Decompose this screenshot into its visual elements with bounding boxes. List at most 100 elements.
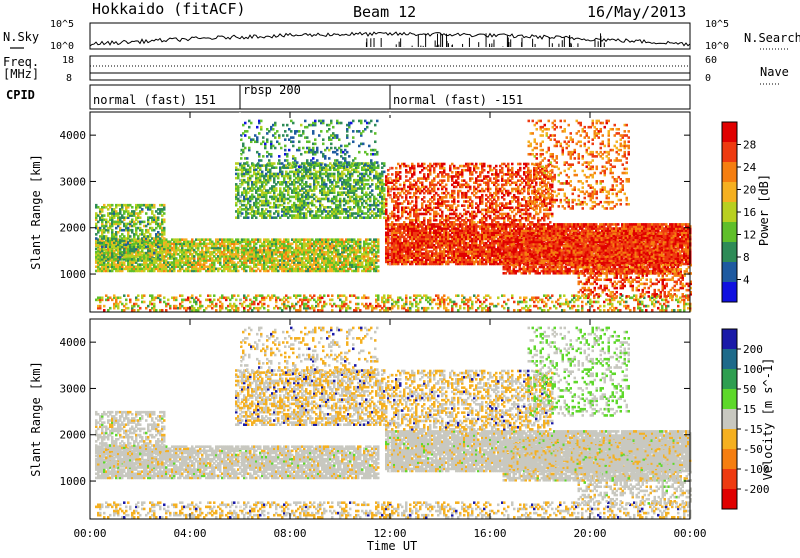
power-cell (298, 130, 301, 133)
power-cell (292, 136, 295, 139)
power-cell (359, 238, 362, 241)
nsky-tick-bottom: 10^0 (50, 41, 74, 52)
power-cell (370, 130, 373, 133)
power-cell (324, 163, 327, 166)
power-cell (269, 210, 272, 213)
power-cell (163, 212, 166, 215)
power-cell (260, 120, 263, 123)
power-cell (330, 147, 333, 150)
power-cell (240, 157, 243, 160)
power-cell (332, 126, 335, 129)
power-cell (278, 155, 281, 158)
power-cell (258, 153, 261, 156)
nave-tick-top: 60 (705, 55, 717, 66)
beam-title: Beam 12 (353, 3, 416, 21)
power-cell (296, 161, 299, 164)
power-cell (383, 187, 386, 190)
power-cell (328, 128, 331, 131)
power-cell (289, 175, 292, 178)
power-cell (304, 120, 307, 123)
power-cell (248, 147, 251, 150)
cpid-segment-label: normal (fast) -151 (393, 93, 523, 107)
power-cell (250, 122, 253, 125)
power-cell (274, 136, 277, 139)
power-cell (258, 132, 261, 135)
power-cell (286, 134, 289, 137)
power-cell (352, 136, 355, 139)
power-cell (294, 157, 297, 160)
date-title: 16/May/2013 (587, 3, 686, 21)
cpid-segment-label: rbsp 200 (243, 83, 301, 97)
nsky-trace (90, 32, 690, 47)
power-cell (374, 124, 377, 127)
power-cell (340, 145, 343, 148)
power-cell (283, 193, 286, 196)
power-cell (149, 258, 152, 261)
power-cell (259, 238, 262, 241)
power-cell (286, 124, 289, 127)
power-cell (145, 212, 148, 215)
power-cell (241, 212, 244, 215)
power-cell (383, 171, 386, 174)
power-cell (377, 164, 380, 167)
power-cell (300, 124, 303, 127)
power-cell (352, 130, 355, 133)
power-cell (350, 165, 353, 168)
power-cell (269, 202, 272, 205)
power-cell (246, 161, 249, 164)
power-cell (289, 200, 292, 203)
nsky-tick-top: 10^5 (50, 19, 74, 30)
power-cell (284, 149, 287, 152)
power-cell (314, 143, 317, 146)
power-cell (287, 238, 290, 241)
power-cell (266, 138, 269, 141)
power-cell (151, 210, 154, 213)
power-cell (370, 120, 373, 123)
power-cell (274, 122, 277, 125)
power-cell (273, 162, 276, 165)
nsky-line (90, 32, 690, 46)
freq-panel (90, 56, 690, 80)
power-cell (279, 187, 282, 190)
nsearch-tick-top: 10^5 (705, 19, 729, 30)
power-cell (376, 151, 379, 154)
power-cell (131, 206, 134, 209)
nave-label: Nave (760, 65, 789, 79)
power-cell (320, 130, 323, 133)
power-cell (370, 159, 373, 162)
power-cell (288, 163, 291, 166)
power-cell (141, 229, 144, 232)
power-cell (374, 132, 377, 135)
power-cell (278, 159, 281, 162)
power-cell (113, 250, 116, 253)
power-cell (358, 163, 361, 166)
power-cell (333, 173, 336, 176)
power-cell (362, 143, 365, 146)
power-cell (290, 130, 293, 133)
power-cell (288, 149, 291, 152)
power-cell (322, 138, 325, 141)
power-cell (244, 122, 247, 125)
power-cell (141, 208, 144, 211)
power-cell (358, 151, 361, 154)
nave-tick-bottom: 0 (705, 73, 711, 84)
power-cell (276, 130, 279, 133)
power-cell (129, 235, 132, 238)
power-cell (337, 249, 340, 252)
power-cell (305, 181, 308, 184)
power-cell (292, 145, 295, 148)
cpid-segments: normal (fast) 151 rbsp 200 normal (fast) -… (93, 83, 523, 109)
power-cell (302, 130, 305, 133)
power-cell (322, 120, 325, 123)
power-cell (376, 161, 379, 164)
power-cell (260, 159, 263, 162)
power-cell (280, 147, 283, 150)
power-cell (317, 181, 320, 184)
power-cell (281, 171, 284, 174)
cpid-segment-label: normal (fast) 151 (93, 93, 216, 107)
power-cell (364, 163, 367, 166)
power-cell (278, 143, 281, 146)
power-cell (246, 130, 249, 133)
power-cell (284, 138, 287, 141)
power-cell (292, 122, 295, 125)
